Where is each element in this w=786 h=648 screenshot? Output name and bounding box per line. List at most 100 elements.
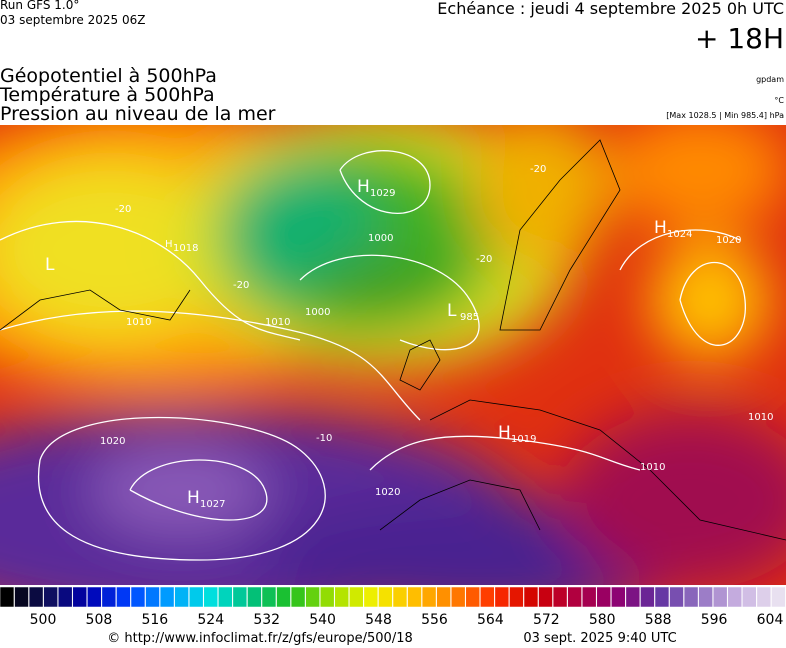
colorbar-swatch xyxy=(421,586,437,608)
colorbar-swatch xyxy=(436,586,451,608)
colorbar-label: 524 xyxy=(197,612,224,628)
echeance: Echéance : jeudi 4 septembre 2025 0h UTC xyxy=(437,0,784,18)
center-letter: L xyxy=(45,255,55,275)
title: Température à 500hPa xyxy=(0,84,215,106)
colorbar-swatch xyxy=(640,586,655,608)
contour-label: 1010 xyxy=(748,412,773,423)
colorbar-swatch xyxy=(625,586,641,608)
center-value: 1029 xyxy=(370,188,395,199)
center-value: 1024 xyxy=(667,229,692,240)
colorbar-swatch xyxy=(771,586,786,608)
map xyxy=(0,125,786,585)
colorbar-swatch xyxy=(305,586,320,608)
contour-label: 1010 xyxy=(126,317,151,328)
colorbar-swatch xyxy=(523,586,539,608)
colorbar-label: 580 xyxy=(589,612,616,628)
colorbar-swatch xyxy=(159,586,175,608)
colorbar-swatch xyxy=(203,586,218,608)
center-letter: H xyxy=(654,218,667,238)
center-letter: H xyxy=(187,488,200,508)
footer-url: © http://www.infoclimat.fr/z/gfs/europe/… xyxy=(107,631,413,646)
unit: gpdam xyxy=(756,75,784,84)
colorbar-swatch xyxy=(596,586,611,608)
colorbar-swatch xyxy=(581,586,597,608)
contour-label: 1020 xyxy=(716,235,741,246)
title: Géopotentiel à 500hPa xyxy=(0,65,217,87)
colorbar-swatch xyxy=(72,586,87,608)
contour-label: 1010 xyxy=(640,462,665,473)
colorbar-swatch xyxy=(683,586,699,608)
colorbar-swatch xyxy=(552,586,568,608)
colorbar-swatch xyxy=(232,586,248,608)
colorbar-label: 540 xyxy=(309,612,336,628)
contour-label: 1020 xyxy=(375,487,400,498)
colorbar-swatch xyxy=(756,586,772,608)
colorbar-swatch xyxy=(567,586,582,608)
colorbar-label: 556 xyxy=(421,612,448,628)
contour-label: -20 xyxy=(233,280,249,291)
colorbar-label: 564 xyxy=(477,612,504,628)
colorbar-swatch xyxy=(174,586,189,608)
center-value: 1018 xyxy=(173,243,198,254)
colorbar-label: 596 xyxy=(701,612,728,628)
lead-time: + 18H xyxy=(695,22,784,55)
center-letter: H xyxy=(165,239,173,250)
contour-label: 1000 xyxy=(305,307,330,318)
footer-time: 03 sept. 2025 9:40 UTC xyxy=(523,631,676,646)
colorbar-label: 548 xyxy=(365,612,392,628)
colorbar-swatch xyxy=(116,586,131,608)
run-date: 03 septembre 2025 06Z xyxy=(0,13,145,27)
colorbar-swatch xyxy=(0,586,15,608)
colorbar-swatch xyxy=(28,586,44,608)
contour-label: 1020 xyxy=(100,436,125,447)
colorbar-swatch xyxy=(698,586,713,608)
colorbar-swatch xyxy=(334,586,349,608)
colorbar-swatch xyxy=(480,586,495,608)
colorbar-swatch xyxy=(87,586,102,608)
colorbar-label: 604 xyxy=(757,612,784,628)
colorbar-swatch xyxy=(654,586,670,608)
colorbar-swatch xyxy=(727,586,742,608)
colorbar-swatch xyxy=(101,586,117,608)
center-letter: H xyxy=(357,177,370,197)
contour-label: -20 xyxy=(476,254,492,265)
colorbar: 500 508 516 524 532 540 548 556 564 572 580 588 596 6… xyxy=(0,586,786,628)
colorbar-swatch xyxy=(43,586,58,608)
unit: [Max 1028.5 | Min 985.4] hPa xyxy=(666,111,784,120)
colorbar-label: 508 xyxy=(86,612,113,628)
colorbar-swatch xyxy=(290,586,306,608)
colorbar-swatch xyxy=(130,586,146,608)
colorbar-swatch xyxy=(538,586,553,608)
center-value: 1019 xyxy=(511,434,536,445)
colorbar-swatch xyxy=(319,586,335,608)
colorbar-swatch xyxy=(363,586,379,608)
unit: °C xyxy=(774,96,784,105)
colorbar-swatch xyxy=(450,586,466,608)
colorbar-swatch xyxy=(218,586,233,608)
colorbar-label: 532 xyxy=(253,612,280,628)
colorbar-label: 516 xyxy=(141,612,168,628)
colorbar-swatch xyxy=(145,586,160,608)
run: Run GFS 1.0° xyxy=(0,0,79,12)
colorbar-swatch xyxy=(188,586,204,608)
colorbar-label: 572 xyxy=(533,612,560,628)
colorbar-swatch xyxy=(349,586,364,608)
colorbar-swatch xyxy=(509,586,524,608)
colorbar-swatch xyxy=(57,586,73,608)
colorbar-swatch xyxy=(611,586,626,608)
center-value: 1027 xyxy=(200,499,225,510)
title: Pression au niveau de la mer xyxy=(0,103,276,125)
colorbar-swatch xyxy=(669,586,684,608)
colorbar-swatch xyxy=(247,586,262,608)
colorbar-label: 588 xyxy=(645,612,672,628)
center-letter: H xyxy=(498,423,511,443)
contour-label: 1010 xyxy=(265,317,290,328)
contour-label: 1000 xyxy=(368,233,393,244)
contour-label: -20 xyxy=(115,204,131,215)
colorbar-swatch xyxy=(276,586,291,608)
colorbar-swatch xyxy=(392,586,408,608)
colorbar-swatch xyxy=(407,586,422,608)
colorbar-swatch xyxy=(712,586,728,608)
colorbar-swatch xyxy=(14,586,29,608)
